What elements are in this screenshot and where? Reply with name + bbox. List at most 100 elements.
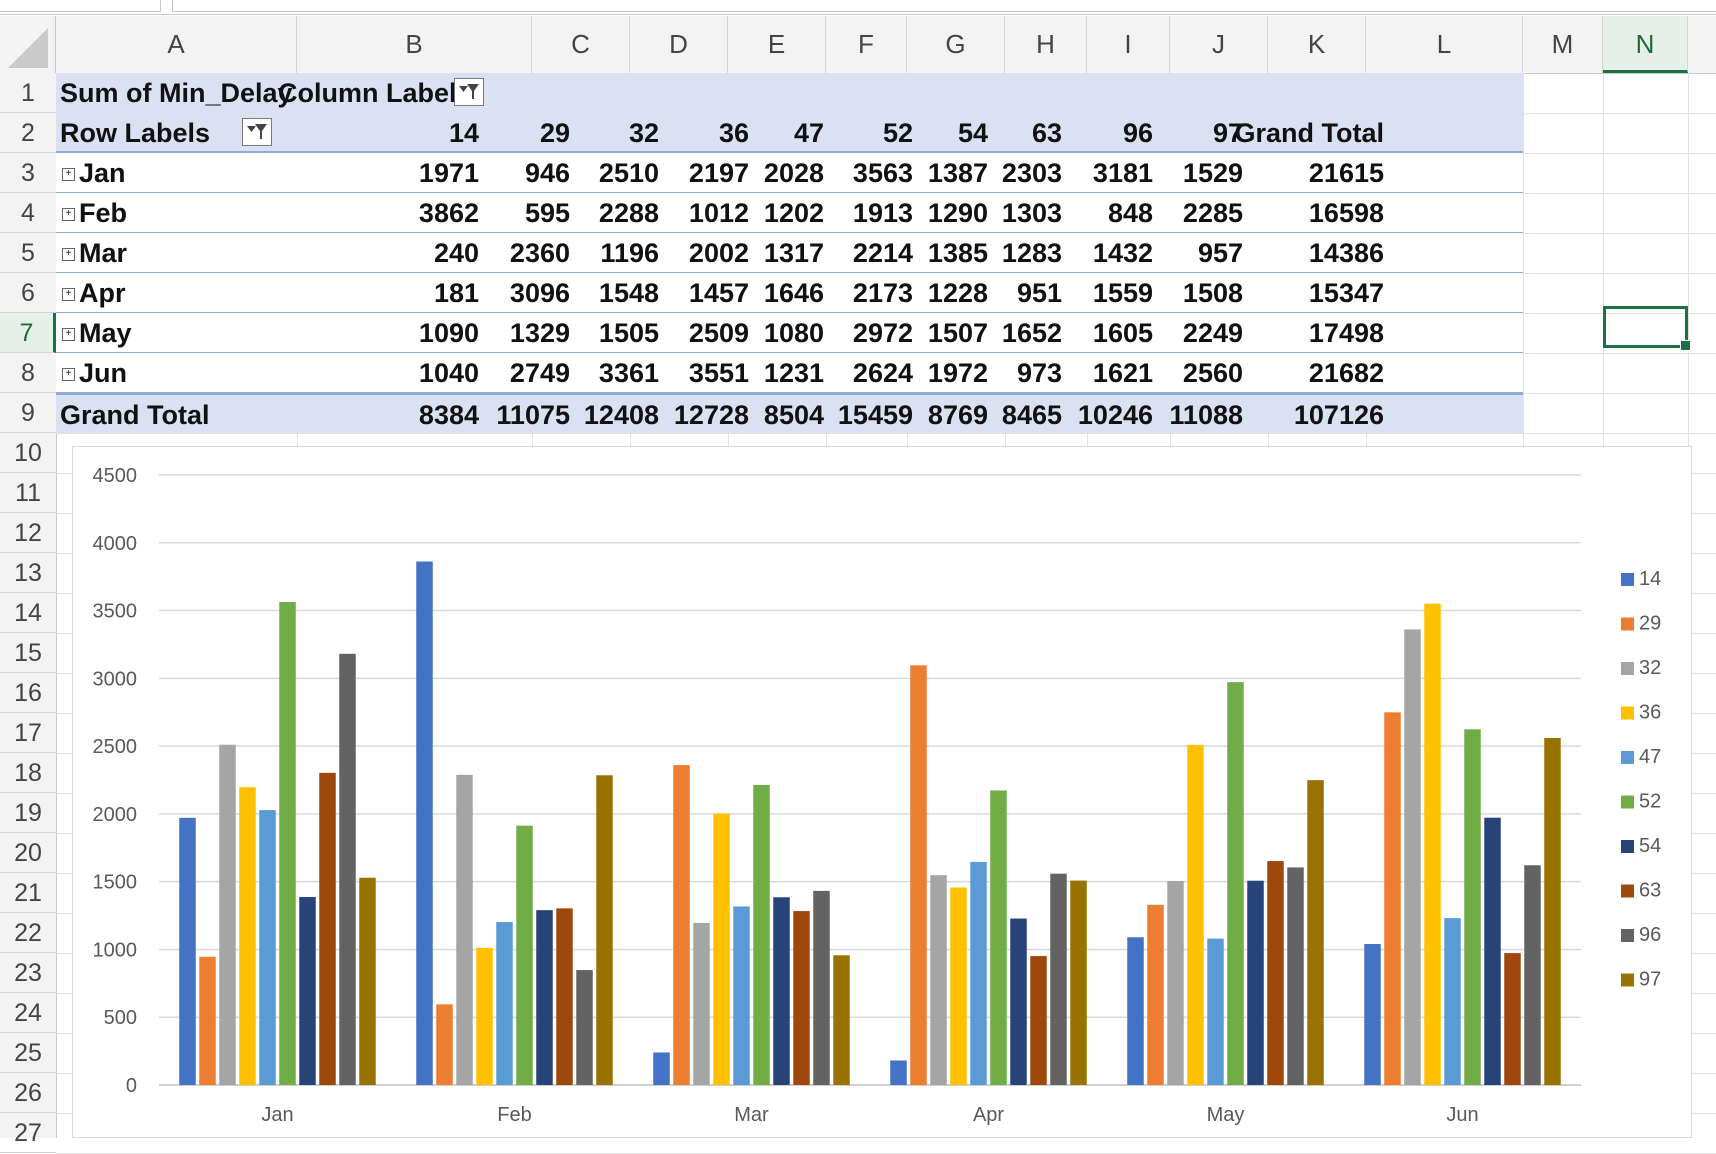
row-header-8[interactable]: 8: [0, 353, 56, 393]
bar-Mar-29[interactable]: [673, 765, 690, 1085]
legend-label[interactable]: 54: [1639, 835, 1661, 857]
pivot-value-cell[interactable]: 1202: [763, 198, 824, 228]
bar-Feb-14[interactable]: [416, 561, 433, 1085]
bar-May-96[interactable]: [1287, 867, 1304, 1085]
bar-Mar-97[interactable]: [833, 955, 850, 1085]
pivot-value-cell[interactable]: 2560: [1182, 358, 1243, 388]
pivot-column-key[interactable]: 54: [957, 118, 988, 148]
pivot-value-cell[interactable]: 2510: [598, 158, 659, 188]
pivot-value-cell[interactable]: 1080: [763, 318, 824, 348]
bar-Jun-32[interactable]: [1404, 629, 1421, 1085]
pivot-value-cell[interactable]: 2173: [852, 278, 913, 308]
column-header-J[interactable]: J: [1170, 16, 1268, 73]
bar-May-32[interactable]: [1167, 880, 1184, 1085]
pivot-value-cell[interactable]: 1329: [509, 318, 570, 348]
bar-Apr-52[interactable]: [990, 790, 1007, 1085]
pivot-value-cell[interactable]: 2624: [852, 358, 913, 388]
pivot-value-cell[interactable]: 1196: [600, 238, 659, 268]
clustered-column-chart[interactable]: 0 500 1000 1500 2000 2500 3000 3500 4000 4500 Jan F…: [72, 446, 1692, 1138]
pivot-value-cell[interactable]: 2303: [1001, 158, 1062, 188]
pivot-value-cell[interactable]: 1507: [927, 318, 988, 348]
pivot-value-cell[interactable]: 3862: [418, 198, 479, 228]
bar-Apr-63[interactable]: [1030, 956, 1047, 1085]
pivot-grand-total-cell[interactable]: 8384: [418, 400, 479, 430]
bar-Feb-36[interactable]: [476, 947, 493, 1085]
bar-Jan-29[interactable]: [199, 956, 216, 1085]
pivot-value-cell[interactable]: 2509: [688, 318, 749, 348]
pivot-grand-total-label[interactable]: Grand Total: [60, 400, 210, 430]
pivot-grand-total-cell[interactable]: 8465: [1001, 400, 1062, 430]
expand-icon[interactable]: +: [62, 168, 75, 182]
pivot-value-cell[interactable]: 946: [524, 158, 570, 188]
pivot-value-cell[interactable]: 1508: [1182, 278, 1243, 308]
pivot-value-cell[interactable]: 1457: [688, 278, 749, 308]
select-all-button[interactable]: [0, 16, 56, 73]
row-header-16[interactable]: 16: [0, 673, 56, 713]
expand-icon[interactable]: +: [62, 248, 75, 262]
pivot-value-cell[interactable]: 181: [433, 278, 479, 308]
bar-Jun-36[interactable]: [1424, 603, 1441, 1085]
bar-Jan-96[interactable]: [339, 653, 356, 1085]
bar-May-14[interactable]: [1127, 937, 1144, 1085]
row-header-10[interactable]: 10: [0, 433, 56, 473]
bar-Apr-36[interactable]: [950, 887, 967, 1085]
pivot-value-cell[interactable]: 2972: [852, 318, 913, 348]
pivot-value-cell[interactable]: 595: [524, 198, 570, 228]
pivot-value-cell[interactable]: 1231: [763, 358, 824, 388]
bar-Feb-29[interactable]: [436, 1004, 453, 1085]
pivot-row-label[interactable]: + May: [62, 313, 262, 353]
pivot-value-cell[interactable]: 1090: [418, 318, 479, 348]
pivot-grand-total-cell[interactable]: 11075: [496, 400, 570, 430]
row-header-20[interactable]: 20: [0, 833, 56, 873]
row-header-7[interactable]: 7: [0, 313, 56, 353]
pivot-value-cell[interactable]: 1317: [763, 238, 824, 268]
bar-Jun-63[interactable]: [1504, 953, 1521, 1085]
bar-May-97[interactable]: [1307, 780, 1324, 1085]
pivot-row-label[interactable]: + Feb: [62, 193, 262, 233]
bar-Jun-52[interactable]: [1464, 729, 1481, 1085]
bar-Jan-52[interactable]: [279, 602, 296, 1085]
column-header-M[interactable]: M: [1523, 16, 1603, 73]
pivot-column-key[interactable]: 14: [448, 118, 479, 148]
pivot-grand-total-cell[interactable]: 12408: [583, 400, 659, 430]
pivot-value-field-label[interactable]: Sum of Min_Delay: [60, 78, 293, 108]
bar-Mar-63[interactable]: [793, 911, 810, 1085]
pivot-value-cell[interactable]: 1290: [927, 198, 988, 228]
bar-Apr-14[interactable]: [890, 1060, 907, 1085]
bar-Feb-54[interactable]: [536, 910, 553, 1085]
pivot-grand-total-cell[interactable]: 8504: [763, 400, 824, 430]
pivot-value-cell[interactable]: 973: [1016, 358, 1062, 388]
pivot-value-cell[interactable]: 1548: [598, 278, 659, 308]
bar-Feb-63[interactable]: [556, 908, 573, 1085]
row-header-11[interactable]: 11: [0, 473, 56, 513]
pivot-row-label[interactable]: + Apr: [62, 273, 262, 313]
pivot-value-cell[interactable]: 2197: [688, 158, 749, 188]
bar-Apr-96[interactable]: [1050, 873, 1067, 1085]
column-filter-button[interactable]: [454, 78, 484, 106]
bar-Feb-52[interactable]: [516, 825, 533, 1085]
bar-May-36[interactable]: [1187, 744, 1204, 1085]
pivot-value-cell[interactable]: 2360: [509, 238, 570, 268]
row-header-2[interactable]: 2: [0, 113, 56, 153]
bar-Jan-63[interactable]: [319, 772, 336, 1085]
bar-Mar-52[interactable]: [753, 784, 770, 1085]
pivot-value-cell[interactable]: 240: [433, 238, 479, 268]
pivot-value-cell[interactable]: 957: [1197, 238, 1243, 268]
bar-May-63[interactable]: [1267, 861, 1284, 1085]
expand-icon[interactable]: +: [62, 288, 75, 302]
pivot-value-cell[interactable]: 3551: [688, 358, 749, 388]
pivot-value-cell[interactable]: 1432: [1092, 238, 1153, 268]
row-header-14[interactable]: 14: [0, 593, 56, 633]
pivot-value-cell[interactable]: 2028: [763, 158, 824, 188]
bar-Mar-54[interactable]: [773, 897, 790, 1085]
column-header-G[interactable]: G: [907, 16, 1005, 73]
pivot-row-total[interactable]: 16598: [1308, 198, 1384, 228]
column-header-B[interactable]: B: [297, 16, 532, 73]
row-header-5[interactable]: 5: [0, 233, 56, 273]
pivot-value-cell[interactable]: 1559: [1092, 278, 1153, 308]
bar-Feb-47[interactable]: [496, 922, 513, 1085]
bar-Jan-36[interactable]: [239, 787, 256, 1085]
bar-Apr-29[interactable]: [910, 665, 927, 1085]
row-header-1[interactable]: 1: [0, 73, 56, 113]
pivot-value-cell[interactable]: 1646: [763, 278, 824, 308]
